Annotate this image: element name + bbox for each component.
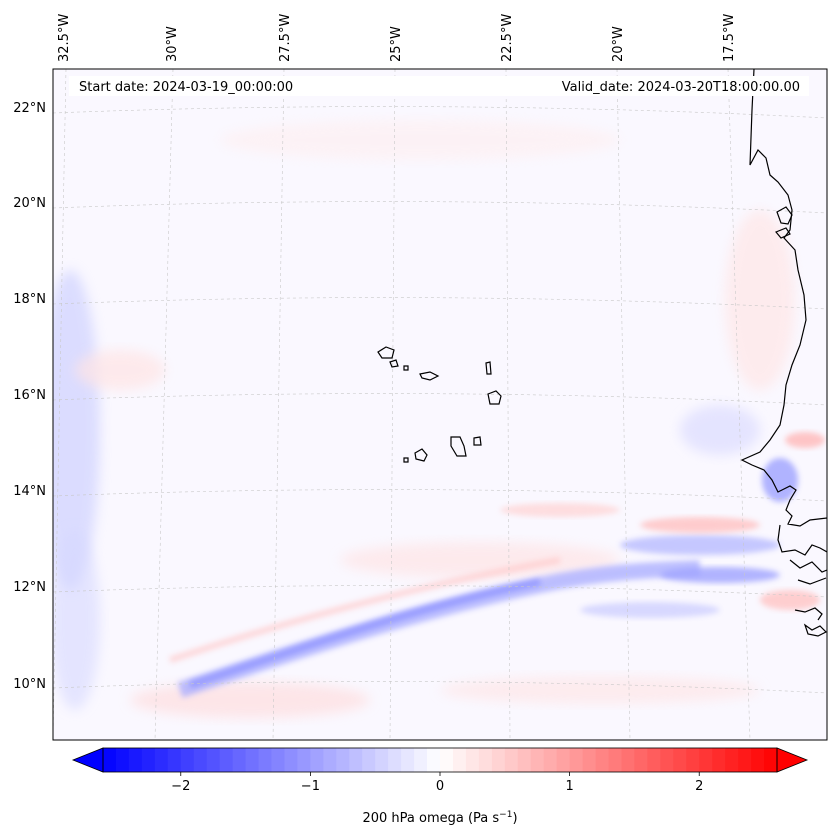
lat-label: 10°N: [13, 677, 46, 692]
lon-label: 20°W: [611, 26, 626, 62]
lon-label: 17.5°W: [722, 14, 737, 62]
colorbar-cell: [323, 748, 337, 772]
colorbar-cell: [310, 748, 324, 772]
colorbar-extend-high: [776, 747, 809, 773]
lon-label: 30°W: [165, 26, 180, 62]
colorbar-cell: [362, 748, 376, 772]
west-africa-coastline: [740, 69, 827, 527]
coastlines: [377, 69, 827, 637]
valid-date-label: Valid_date: 2024-03-20T18:00:00.00: [562, 80, 800, 95]
colorbar-cell: [595, 748, 610, 772]
colorbar-cell: [115, 748, 130, 772]
lat-label: 14°N: [13, 484, 46, 499]
colorbar-cell: [206, 748, 221, 772]
lon-label: 25°W: [389, 26, 404, 62]
colorbar-cell: [180, 748, 195, 772]
colorbar-cell: [647, 748, 661, 772]
colorbar-cell: [504, 748, 519, 772]
colorbar-cell: [738, 748, 752, 772]
colorbar-cell: [621, 748, 636, 772]
colorbar-cell: [634, 748, 648, 772]
lat-label: 18°N: [13, 292, 46, 307]
colorbar-cell: [660, 748, 674, 772]
colorbar-ticks: −2 −1 0 1 2: [171, 772, 703, 794]
colorbar-tick-label: 1: [565, 779, 573, 794]
colorbar-cells: [103, 748, 778, 772]
date-band: [69, 76, 809, 96]
start-date-label: Start date: 2024-03-19_00:00:00: [79, 80, 293, 95]
colorbar-cell: [271, 748, 286, 772]
colorbar-cell: [141, 748, 156, 772]
colorbar-tick-label: 0: [436, 779, 444, 794]
colorbar-cell: [530, 748, 545, 772]
colorbar-cell: [427, 748, 441, 772]
colorbar-cell: [245, 748, 260, 772]
colorbar-cell: [258, 748, 273, 772]
colorbar-cell: [284, 748, 299, 772]
longitude-labels: 32.5°W 30°W 27.5°W 25°W 22.5°W 20°W 17.5…: [57, 14, 737, 62]
map-panel: Start date: 2024-03-19_00:00:00 Valid_da…: [52, 68, 828, 741]
colorbar-cell: [712, 748, 726, 772]
colorbar-tick-label: −2: [171, 779, 190, 794]
latitude-labels: 22°N 20°N 18°N 16°N 14°N 12°N 10°N: [13, 101, 46, 692]
colorbar-cell: [193, 748, 208, 772]
lat-label: 20°N: [13, 196, 46, 211]
colorbar-cell: [128, 748, 143, 772]
lat-label: 16°N: [13, 388, 46, 403]
colorbar-cell: [154, 748, 169, 772]
colorbar-cell: [465, 748, 480, 772]
colorbar-cell: [556, 748, 571, 772]
lat-label: 12°N: [13, 580, 46, 595]
lon-label: 27.5°W: [278, 14, 293, 62]
colorbar-cell: [582, 748, 597, 772]
lat-label: 22°N: [13, 101, 46, 116]
lon-label: 32.5°W: [57, 14, 72, 62]
colorbar-cell: [232, 748, 247, 772]
colorbar-cell: [103, 748, 117, 772]
colorbar-cell: [440, 748, 454, 772]
colorbar-cell: [375, 748, 389, 772]
colorbar-cell: [725, 748, 739, 772]
colorbar-cell: [478, 748, 493, 772]
colorbar-cell: [699, 748, 713, 772]
island-santo-antao: [377, 346, 395, 359]
colorbar-tick-label: 2: [695, 779, 703, 794]
colorbar-cell: [517, 748, 532, 772]
colorbar-cell: [608, 748, 623, 772]
colorbar-cell: [401, 748, 415, 772]
colorbar-label: 200 hPa omega (Pa s−1): [362, 810, 517, 826]
colorbar-cell: [219, 748, 234, 772]
colorbar-cell: [491, 748, 506, 772]
colorbar: −2 −1 0 1 2 200 hPa omega (Pa s−1): [71, 747, 809, 826]
colorbar-cell: [336, 748, 350, 772]
lon-label: 22.5°W: [500, 14, 515, 62]
colorbar-cell: [452, 748, 467, 772]
colorbar-cell: [686, 748, 700, 772]
colorbar-tick-label: −1: [301, 779, 320, 794]
gridlines: [53, 69, 827, 740]
colorbar-cell: [764, 748, 778, 772]
colorbar-cell: [673, 748, 687, 772]
colorbar-cell: [569, 748, 584, 772]
omega-field: [53, 69, 827, 740]
colorbar-cell: [297, 748, 311, 772]
colorbar-cell: [751, 748, 765, 772]
colorbar-cell: [414, 748, 428, 772]
colorbar-extend-low: [71, 747, 104, 773]
colorbar-cell: [349, 748, 363, 772]
colorbar-cell: [543, 748, 558, 772]
colorbar-cell: [388, 748, 402, 772]
map-frame: [52, 68, 828, 741]
colorbar-cell: [167, 748, 182, 772]
